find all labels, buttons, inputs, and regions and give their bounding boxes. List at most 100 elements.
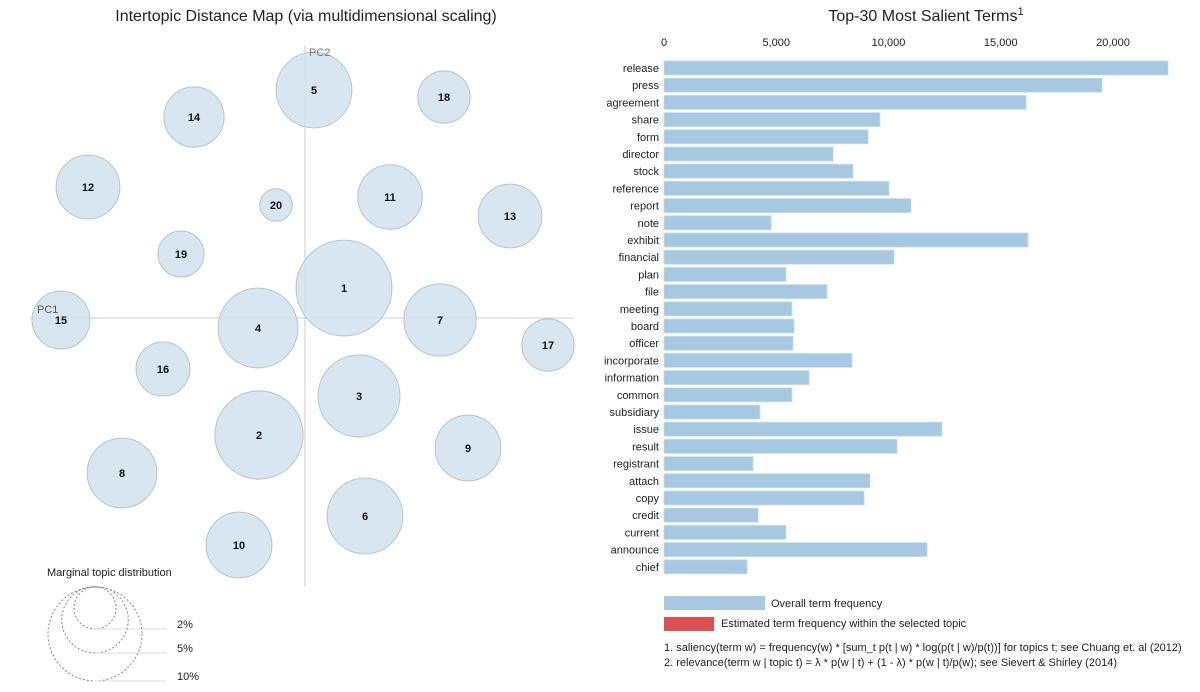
topic-5[interactable]: 5: [275, 51, 353, 129]
pc2-label: PC2: [309, 47, 330, 59]
term-label[interactable]: press: [632, 80, 659, 92]
topic-circle[interactable]: [275, 51, 353, 129]
topic-20[interactable]: 20: [259, 188, 293, 222]
topic-12[interactable]: 12: [55, 154, 121, 220]
term-label[interactable]: announce: [611, 545, 659, 557]
topic-circle[interactable]: [86, 437, 158, 509]
bar-subsidiary: [663, 404, 761, 420]
topic-4[interactable]: 4: [217, 287, 299, 369]
topic-circle[interactable]: [31, 290, 91, 350]
term-label[interactable]: chief: [636, 562, 660, 574]
topic-17[interactable]: 17: [521, 318, 575, 372]
term-label[interactable]: director: [622, 149, 659, 161]
bar-plan: [663, 266, 787, 282]
topic-circle[interactable]: [403, 283, 477, 357]
topic-19[interactable]: 19: [157, 230, 205, 278]
size-legend: 2% 5% 10%: [47, 586, 199, 683]
topic-16[interactable]: 16: [135, 341, 191, 397]
bar-reference: [663, 180, 890, 196]
topic-circle[interactable]: [417, 70, 471, 124]
term-label[interactable]: registrant: [613, 459, 659, 471]
topic-9[interactable]: 9: [434, 414, 502, 482]
topic-13[interactable]: 13: [477, 183, 543, 249]
term-label[interactable]: stock: [633, 166, 659, 178]
bar-release: [663, 60, 1169, 76]
bar-credit: [663, 507, 759, 523]
term-label[interactable]: board: [631, 321, 659, 333]
term-label[interactable]: information: [605, 373, 659, 385]
term-label[interactable]: meeting: [620, 304, 659, 316]
topic-circle[interactable]: [477, 183, 543, 249]
x-tick-label: 5,000: [762, 37, 790, 49]
term-label[interactable]: agreement: [606, 97, 659, 109]
legend-label-overall: Overall term frequency: [771, 598, 883, 610]
topic-8[interactable]: 8: [86, 437, 158, 509]
topic-6[interactable]: 6: [326, 477, 404, 555]
topic-15[interactable]: 15: [31, 290, 91, 350]
topic-2[interactable]: 2: [214, 390, 304, 480]
bar-board: [663, 318, 795, 334]
term-label[interactable]: subsidiary: [609, 407, 659, 419]
topic-18[interactable]: 18: [417, 70, 471, 124]
term-label[interactable]: current: [625, 527, 659, 539]
topic-label: 13: [504, 211, 516, 223]
topic-label: 15: [55, 315, 67, 327]
term-label[interactable]: copy: [636, 493, 660, 505]
bar-form: [663, 129, 869, 145]
topic-1[interactable]: 1: [295, 239, 393, 337]
topic-14[interactable]: 14: [163, 86, 225, 148]
term-label[interactable]: plan: [638, 269, 659, 281]
topic-circle[interactable]: [259, 188, 293, 222]
bars: release press agreement share form director st…: [604, 60, 1169, 575]
legend-swatch-topic: [664, 617, 714, 631]
term-label[interactable]: file: [645, 287, 659, 299]
topic-circle[interactable]: [521, 318, 575, 372]
topic-circle[interactable]: [317, 354, 401, 438]
term-label[interactable]: form: [637, 132, 659, 144]
term-label[interactable]: report: [630, 201, 659, 213]
topic-label: 12: [82, 182, 94, 194]
bar-current: [663, 525, 787, 540]
term-label[interactable]: attach: [629, 476, 659, 488]
topic-3[interactable]: 3: [317, 354, 401, 438]
term-label[interactable]: credit: [632, 510, 659, 522]
term-label[interactable]: note: [638, 218, 659, 230]
size-legend-circle: [47, 586, 143, 682]
topic-circle[interactable]: [217, 287, 299, 369]
topic-label: 4: [255, 323, 262, 335]
topic-circle[interactable]: [205, 511, 273, 579]
term-label[interactable]: result: [632, 441, 659, 453]
term-label[interactable]: share: [631, 115, 659, 127]
term-label[interactable]: issue: [633, 424, 659, 436]
x-tick-label: 20,000: [1096, 37, 1130, 49]
term-label[interactable]: exhibit: [627, 235, 659, 247]
topic-7[interactable]: 7: [403, 283, 477, 357]
bar-stock: [663, 163, 854, 179]
term-label[interactable]: release: [623, 63, 659, 75]
topic-circle[interactable]: [55, 154, 121, 220]
term-label[interactable]: financial: [619, 252, 659, 264]
topic-label: 9: [465, 443, 471, 455]
topic-label: 18: [438, 92, 450, 104]
pc1-label: PC1: [37, 304, 58, 316]
topic-circle[interactable]: [214, 390, 304, 480]
topic-circle[interactable]: [326, 477, 404, 555]
bar-press: [663, 77, 1103, 93]
topic-label: 16: [157, 364, 169, 376]
footnote-relevance: 2. relevance(term w | topic t) = λ * p(w…: [664, 657, 1117, 669]
topic-10[interactable]: 10: [205, 511, 273, 579]
bar-result: [663, 438, 898, 454]
term-label[interactable]: common: [617, 390, 659, 402]
bar-registrant: [663, 456, 754, 472]
topic-circle[interactable]: [357, 164, 423, 230]
term-label[interactable]: incorporate: [604, 355, 659, 367]
topic-circle[interactable]: [157, 230, 205, 278]
topic-circle[interactable]: [163, 86, 225, 148]
term-label[interactable]: reference: [613, 183, 659, 195]
topic-11[interactable]: 11: [357, 164, 423, 230]
topic-circle[interactable]: [434, 414, 502, 482]
topic-circle[interactable]: [295, 239, 393, 337]
topic-circle[interactable]: [135, 341, 191, 397]
term-label[interactable]: officer: [629, 338, 659, 350]
